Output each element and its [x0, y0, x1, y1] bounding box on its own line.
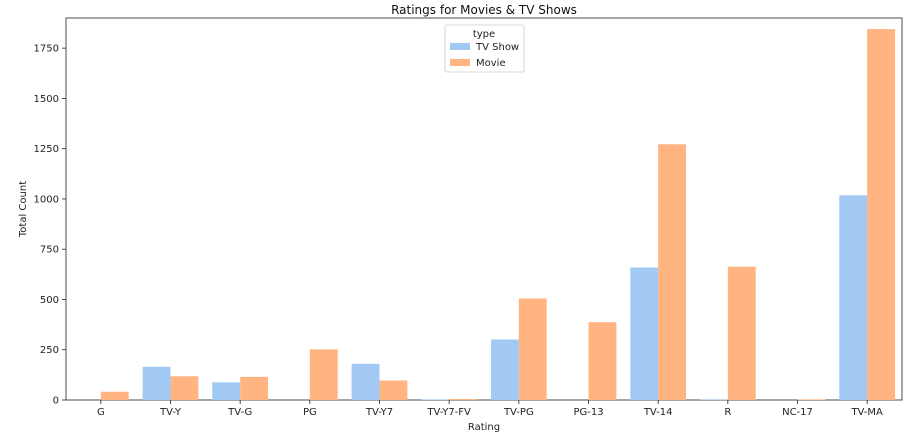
x-tick-label-nc-17: NC-17 [782, 407, 813, 418]
bar-movie-pg [309, 349, 338, 400]
x-tick-label-tv-ma: TV-MA [850, 407, 883, 418]
y-axis-label: Total Count [18, 181, 29, 238]
bar-movie-nc-17 [797, 399, 826, 400]
x-tick-label-tv-y7: TV-Y7 [365, 407, 393, 418]
legend-label-movie: Movie [476, 58, 506, 69]
bar-tv-show-tv-g [212, 382, 241, 400]
y-tick-label: 1500 [34, 94, 59, 105]
x-tick-label-g: G [97, 407, 105, 418]
bar-movie-tv-g [240, 376, 269, 400]
y-tick-label: 1250 [34, 144, 59, 155]
bar-movie-tv-14 [658, 144, 687, 400]
x-tick-label-r: R [724, 407, 731, 418]
x-tick-label-tv-y7-fv: TV-Y7-FV [426, 407, 471, 418]
plot-area [65, 17, 903, 401]
bar-movie-pg-13 [588, 322, 617, 400]
x-tick-label-tv-y: TV-Y [159, 407, 182, 418]
legend-swatch-movie [450, 59, 470, 66]
legend: type TV Show Movie [444, 24, 525, 73]
x-tick-label-tv-g: TV-G [227, 407, 252, 418]
bar-movie-tv-pg [518, 298, 547, 400]
bar-movie-tv-ma [867, 29, 896, 401]
y-tick-label: 750 [40, 245, 59, 256]
legend-label-tv-show: TV Show [475, 42, 519, 53]
x-axis: G TV-Y TV-G PG TV-Y7 TV-Y7-FV TV-PG PG-13 TV-14 R… [97, 400, 883, 418]
bar-tv-show-tv-pg [490, 339, 519, 400]
bar-tv-show-tv-y7-fv [421, 399, 450, 400]
y-tick-label: 250 [40, 345, 59, 356]
x-tick-label-pg: PG [303, 407, 317, 418]
y-axis: 0 250 500 750 1000 1250 1500 1750 [34, 44, 66, 407]
y-tick-label: 0 [53, 396, 59, 407]
legend-title: type [473, 29, 495, 40]
bar-movie-g [100, 391, 129, 400]
x-tick-label-tv-pg: TV-PG [503, 407, 534, 418]
chart-title: Ratings for Movies & TV Shows [391, 3, 577, 17]
y-tick-label: 500 [40, 295, 59, 306]
x-axis-label: Rating [468, 422, 500, 433]
bar-tv-show-tv-ma [839, 195, 868, 400]
legend-swatch-tv-show [450, 43, 470, 50]
x-tick-label-tv-14: TV-14 [643, 407, 673, 418]
bar-movie-tv-y [170, 376, 199, 400]
bar-movie-tv-y7 [379, 380, 408, 400]
x-tick-label-pg-13: PG-13 [573, 407, 603, 418]
y-tick-label: 1000 [34, 194, 59, 205]
bars [100, 29, 896, 401]
bar-tv-show-tv-14 [630, 267, 659, 400]
bar-tv-show-tv-y7 [351, 363, 380, 400]
bar-tv-show-tv-y [142, 366, 171, 400]
bar-movie-tv-y7-fv [449, 398, 478, 400]
bar-movie-r [727, 266, 756, 400]
y-tick-label: 1750 [34, 44, 59, 55]
